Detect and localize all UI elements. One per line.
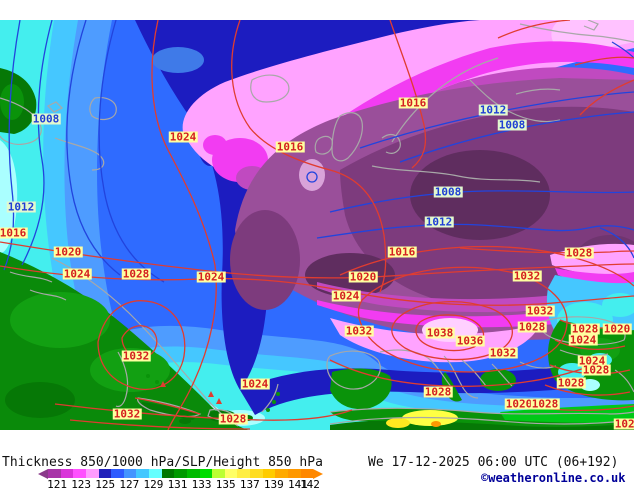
triangle-marker [160, 381, 222, 404]
colorbar-right-arrow-icon [313, 468, 323, 479]
colorbar-left-arrow-icon [38, 468, 48, 479]
legend-value: 121 [47, 478, 67, 490]
legend-swatch [224, 469, 238, 478]
legend-swatch [98, 469, 112, 478]
legend-value: 129 [143, 478, 164, 490]
legend-swatch [237, 469, 250, 478]
legend-swatch [73, 469, 86, 478]
legend-value: 135 [215, 478, 236, 490]
legend-swatch [136, 469, 149, 478]
map-title: Thickness 850/1000 hPa/SLP/Height 850 hP… [2, 455, 323, 470]
legend-swatch [287, 469, 301, 478]
coastlines [0, 20, 634, 427]
legend-value: 142 [300, 478, 320, 490]
legend-value: 127 [119, 478, 140, 490]
legend-value: 137 [239, 478, 260, 490]
legend-swatch [60, 469, 74, 478]
colorbar-swatches [48, 469, 314, 478]
valid-datetime: We 17-12-2025 06:00 UTC (06+192) [368, 455, 619, 470]
legend-swatch [300, 469, 314, 478]
map-region [0, 20, 634, 430]
legend-swatch [161, 469, 175, 478]
legend-swatch [111, 469, 124, 478]
legend-value: 125 [95, 478, 116, 490]
legend-swatch [174, 469, 187, 478]
colorbar-values: 121 123 125 127 129 131 133 135 137 139 141 142 [45, 478, 320, 490]
legend-footer: Thickness 850/1000 hPa/SLP/Height 850 hP… [0, 452, 634, 490]
legend-value: 131 [167, 478, 188, 490]
legend-swatch [123, 469, 137, 478]
copyright-text: ©weatheronline.co.uk [481, 471, 626, 485]
legend-value: 141 [288, 478, 308, 490]
legend-swatch [48, 469, 61, 478]
weather-map-canvas [0, 20, 634, 430]
legend-swatch [262, 469, 276, 478]
legend-swatch [186, 469, 200, 478]
isobar-contours [0, 20, 634, 430]
thickness-colorbar [38, 468, 323, 479]
legend-value: 133 [191, 478, 212, 490]
legend-swatch [212, 469, 225, 478]
legend-value: 123 [71, 478, 92, 490]
legend-swatch [149, 469, 162, 478]
legend-swatch [275, 469, 288, 478]
legend-swatch [85, 469, 99, 478]
legend-value: 139 [263, 478, 284, 490]
legend-swatch [250, 469, 263, 478]
legend-swatch [199, 469, 213, 478]
